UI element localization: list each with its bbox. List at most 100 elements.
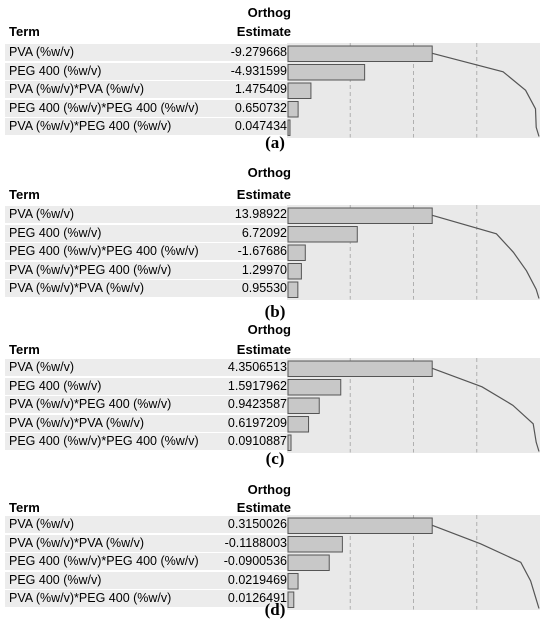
table-row — [5, 377, 287, 395]
cumulative-curve — [432, 214, 540, 299]
term-header: Term — [9, 24, 40, 39]
pareto-plot — [287, 43, 540, 138]
table-row — [5, 414, 287, 432]
estimate-value: 0.650732 — [234, 100, 287, 115]
estimate-value: 1.5917962 — [227, 378, 287, 393]
table-row — [5, 516, 287, 533]
orthog-header: Orthog — [247, 482, 291, 497]
estimate-header: Estimate — [236, 342, 291, 357]
term-header: Term — [9, 187, 40, 202]
table-row — [5, 224, 287, 242]
term-label: PVA (%w/v)*PEG 400 (%w/v) — [9, 591, 172, 605]
estimate-bar — [287, 244, 306, 261]
estimate-bar — [287, 360, 433, 377]
table-row — [5, 396, 287, 413]
table-row — [5, 534, 287, 552]
estimate-value: 0.0126491 — [227, 591, 287, 605]
estimate-bar — [287, 82, 312, 99]
table-row — [5, 571, 287, 589]
table-row — [5, 118, 287, 135]
estimate-bar — [287, 281, 299, 298]
estimate-value: -4.931599 — [230, 63, 287, 78]
panel-caption: (b) — [264, 302, 286, 321]
term-label: PVA (%w/v)*PVA (%w/v) — [9, 535, 144, 550]
estimate-value: 0.047434 — [234, 119, 287, 133]
estimate-bar — [287, 45, 433, 62]
table-row — [5, 99, 287, 117]
pareto-plot — [287, 515, 540, 610]
pareto-svg — [287, 43, 540, 138]
orthog-header: Orthog — [247, 5, 291, 20]
pareto-svg — [287, 205, 540, 300]
estimate-bar — [287, 379, 342, 396]
estimate-bar — [287, 434, 292, 451]
estimate-value: 1.475409 — [234, 82, 287, 96]
term-label: PEG 400 (%w/v)*PEG 400 (%w/v) — [9, 100, 199, 115]
term-label: PVA (%w/v)*PEG 400 (%w/v) — [9, 262, 172, 277]
estimate-value: 0.95530 — [241, 281, 287, 295]
table-row — [5, 243, 287, 260]
cumulative-curve — [431, 524, 540, 609]
term-label: PEG 400 (%w/v) — [9, 225, 102, 240]
term-label: PEG 400 (%w/v)*PEG 400 (%w/v) — [9, 434, 199, 448]
estimate-header: Estimate — [236, 500, 291, 515]
estimate-bar — [287, 119, 291, 136]
estimate-bar — [287, 591, 295, 608]
table-row — [5, 590, 287, 607]
table-row — [5, 280, 287, 297]
estimate-bar — [287, 554, 330, 571]
estimate-bar — [287, 226, 358, 243]
table-row — [5, 261, 287, 279]
orthog-header: Orthog — [247, 322, 291, 337]
pareto-svg — [287, 515, 540, 610]
term-label: PVA (%w/v) — [9, 360, 75, 374]
term-label: PEG 400 (%w/v)*PEG 400 (%w/v) — [9, 554, 199, 568]
estimate-bar — [287, 416, 310, 433]
panel-caption: (c) — [265, 449, 285, 468]
panel-caption: (a) — [265, 133, 285, 152]
table-row — [5, 81, 287, 98]
term-label: PEG 400 (%w/v) — [9, 63, 102, 78]
estimate-bar — [287, 517, 433, 534]
term-label: PEG 400 (%w/v) — [9, 378, 102, 393]
term-label: PVA (%w/v)*PEG 400 (%w/v) — [9, 397, 172, 411]
table-row — [5, 44, 287, 61]
estimate-value: -9.279668 — [230, 45, 287, 59]
estimate-bar — [287, 397, 320, 414]
estimate-bar — [287, 263, 302, 280]
estimate-bar — [287, 536, 343, 553]
term-label: PVA (%w/v)*PEG 400 (%w/v) — [9, 119, 172, 133]
term-label: PVA (%w/v)*PVA (%w/v) — [9, 82, 144, 96]
cumulative-curve — [431, 367, 540, 452]
term-label: PVA (%w/v)*PVA (%w/v) — [9, 415, 144, 430]
estimate-value: 0.3150026 — [227, 517, 287, 531]
term-label: PVA (%w/v) — [9, 207, 75, 221]
estimate-value: 0.6197209 — [227, 415, 287, 430]
estimate-value: 0.0219469 — [227, 572, 287, 587]
estimate-value: 0.9423587 — [227, 397, 287, 411]
estimate-value: -1.67686 — [237, 244, 287, 258]
term-label: PVA (%w/v) — [9, 45, 75, 59]
table-row — [5, 206, 287, 223]
orthog-header: Orthog — [247, 165, 291, 180]
estimate-bar — [287, 207, 433, 224]
pareto-svg — [287, 358, 540, 453]
estimate-header: Estimate — [236, 24, 291, 39]
term-label: PVA (%w/v) — [9, 517, 75, 531]
estimate-bar — [287, 64, 366, 81]
estimate-bar — [287, 573, 299, 590]
panel-caption: (d) — [264, 600, 286, 619]
pareto-plot — [287, 205, 540, 300]
term-label: PVA (%w/v)*PVA (%w/v) — [9, 281, 144, 295]
estimate-value: -0.1188003 — [224, 535, 287, 550]
table-row — [5, 553, 287, 570]
table-row — [5, 359, 287, 376]
estimate-value: 13.98922 — [234, 207, 287, 221]
table-row — [5, 62, 287, 80]
estimate-value: -0.0900536 — [223, 554, 287, 568]
term-header: Term — [9, 342, 40, 357]
estimate-bar — [287, 101, 299, 118]
term-label: PEG 400 (%w/v) — [9, 572, 102, 587]
table-row — [5, 433, 287, 450]
estimate-value: 4.3506513 — [227, 360, 287, 374]
